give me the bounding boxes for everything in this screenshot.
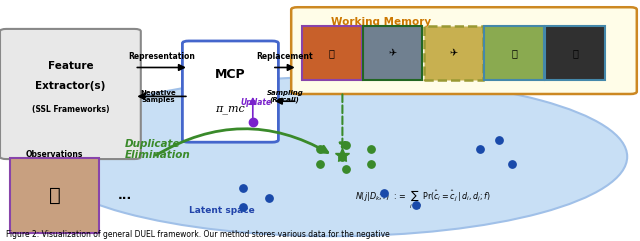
Point <box>379 191 389 195</box>
Ellipse shape <box>38 77 627 236</box>
FancyBboxPatch shape <box>302 26 362 80</box>
Point <box>366 147 376 151</box>
Text: $N(j|D_k; f)\ :=\ \sum_{i \neq j}\ \Pr(\hat{c}_i = \hat{c}_j\,|\,d_i, d_j; f)$: $N(j|D_k; f)\ :=\ \sum_{i \neq j}\ \Pr(\… <box>355 188 490 212</box>
Point <box>507 162 517 166</box>
Point <box>315 162 325 166</box>
FancyBboxPatch shape <box>484 26 544 80</box>
Point <box>340 143 351 147</box>
Text: Duplicate
Elimination: Duplicate Elimination <box>125 139 191 160</box>
Text: π_mc: π_mc <box>216 104 245 114</box>
Text: 🦌: 🦌 <box>511 48 517 58</box>
FancyArrowPatch shape <box>156 129 328 155</box>
Text: Sampling
(Recall): Sampling (Recall) <box>266 90 303 103</box>
Text: ...: ... <box>118 189 132 202</box>
Point <box>475 147 485 151</box>
Text: 🦜: 🦜 <box>329 48 335 58</box>
Text: (SSL Frameworks): (SSL Frameworks) <box>31 105 109 114</box>
Point <box>340 167 351 171</box>
Point <box>366 162 376 166</box>
FancyBboxPatch shape <box>182 41 278 142</box>
Point <box>411 203 421 207</box>
Text: Observations: Observations <box>26 150 83 159</box>
FancyBboxPatch shape <box>363 26 422 80</box>
Point <box>494 138 504 142</box>
Text: Representation: Representation <box>129 53 195 61</box>
FancyBboxPatch shape <box>0 29 141 159</box>
Text: Latent space: Latent space <box>189 206 255 215</box>
Text: 🐈: 🐈 <box>572 48 578 58</box>
Text: Update: Update <box>240 98 271 107</box>
Text: Negative
Samples: Negative Samples <box>141 90 177 103</box>
Text: ✈: ✈ <box>449 48 458 58</box>
Text: Working Memory: Working Memory <box>331 17 431 27</box>
Point <box>238 186 248 190</box>
FancyBboxPatch shape <box>291 7 637 94</box>
Text: Figure 2: Visualization of general DUEL framework. Our method stores various dat: Figure 2: Visualization of general DUEL … <box>6 230 390 239</box>
FancyBboxPatch shape <box>424 26 483 80</box>
Text: MCP: MCP <box>215 68 246 81</box>
Text: Replacement: Replacement <box>257 53 313 61</box>
Text: Feature: Feature <box>47 61 93 71</box>
Point <box>238 205 248 209</box>
Text: Extractor(s): Extractor(s) <box>35 81 106 92</box>
Point <box>337 155 348 159</box>
FancyBboxPatch shape <box>545 26 605 80</box>
Point <box>264 196 274 200</box>
Text: 🐦: 🐦 <box>49 186 60 205</box>
Point <box>315 147 325 151</box>
Text: ✈: ✈ <box>388 48 397 58</box>
FancyBboxPatch shape <box>10 158 99 233</box>
